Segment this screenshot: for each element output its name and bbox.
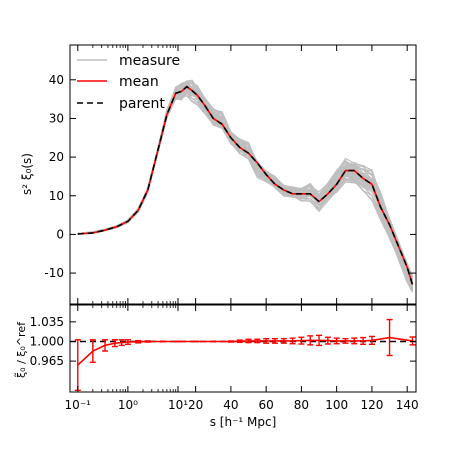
x-tick-label: 100 [325,398,348,412]
top-plot-frame [69,44,417,305]
bottom-y-axis-label: ξ̃₀ / ξ₀^ref [14,321,28,378]
x-tick-label: 20 [188,398,203,412]
top-series-layer [77,85,414,285]
x-tick-label: 10¹ [168,398,188,412]
top-y-tick-label: 30 [49,111,64,125]
top-y-tick-label: -10 [44,266,64,280]
top-y-tick-label: 20 [49,150,64,164]
parent-line [77,85,414,285]
bottom-y-tick-label: 1.035 [30,315,64,329]
x-tick-label: 40 [223,398,238,412]
x-tick-label: 10⁻¹ [65,398,92,412]
ratio-series-layer [70,318,416,392]
bottom-plot-area [70,305,416,392]
legend-parent-label: parent [119,96,165,112]
top-y-tick-label: 40 [49,73,64,87]
x-tick-label: 60 [259,398,274,412]
x-axis-label: s [h⁻¹ Mpc] [210,415,277,429]
top-axes: -10 0 10 20 30 40 [44,45,416,304]
legend-measure-label: measure [119,53,180,69]
top-y-tick-label: 0 [56,227,64,241]
x-tick-label: 80 [294,398,309,412]
bottom-y-tick-label: 0.965 [30,354,64,368]
top-y-tick-label: 10 [49,189,64,203]
bottom-y-tick-label: 1.000 [30,334,64,348]
x-tick-label: 140 [396,398,419,412]
x-tick-label: 10⁰ [118,398,138,412]
bottom-axes: 0.965 1.000 1.035 10⁻¹ 10⁰ 10¹ 20 40 60 80 100 120 1… [30,305,419,412]
bottom-panel-plot: 0.965 1.000 1.035 10⁻¹ 10⁰ 10¹ 20 40 60 80 100 120 1… [14,304,419,429]
bottom-plot-frame [69,304,417,393]
legend: measure mean parent [77,53,180,112]
legend-mean-label: mean [119,74,159,90]
top-y-axis-label: s² ξ₀(s) [20,153,34,195]
top-panel-plot: -10 0 10 20 30 40 measure mean parent s² ξ₀(s… [20,44,417,305]
x-tick-label: 120 [360,398,383,412]
